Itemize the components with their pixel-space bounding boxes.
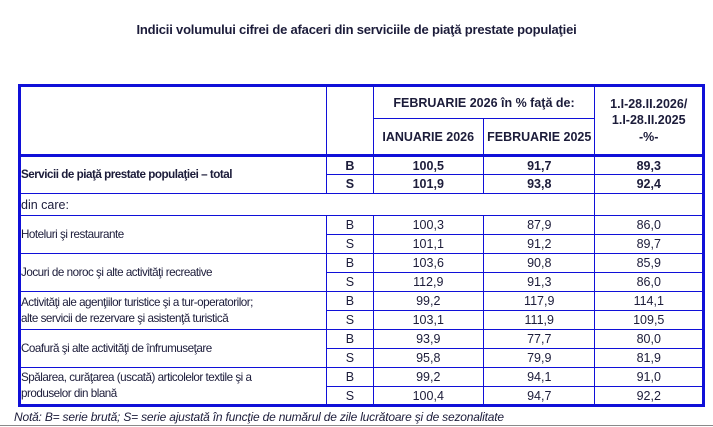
value-cell: 111,9 (482, 310, 596, 330)
indices-table: FEBRUARIE 2026 în % faţă de: 1.I-28.II.2… (18, 84, 705, 407)
value-cell: 79,9 (482, 348, 596, 368)
value-cell: 85,9 (594, 253, 704, 273)
value-cell: 92,2 (594, 386, 704, 406)
series-label: B (326, 155, 374, 175)
din-care-row: din care: (18, 193, 704, 216)
bottom-divider (0, 425, 713, 426)
value-cell: 101,1 (372, 234, 484, 254)
table-row-jocuri-b: Jocuri de noroc şi alte activităţi recre… (18, 253, 704, 292)
cumulative-header-line2: 1.I-28.II.2025 (611, 113, 686, 128)
series-label: B (326, 291, 374, 311)
value-cell: 91,0 (594, 367, 704, 387)
table-row-spalarea-b: Spălarea, curăţarea (uscată) articolelor… (18, 367, 704, 406)
category-name-hoteluri: Hoteluri şi restaurante (18, 215, 328, 254)
value-cell: 100,5 (372, 155, 484, 175)
value-cell: 91,3 (482, 272, 596, 292)
column-header-ianuarie: IANUARIE 2026 (372, 118, 484, 157)
category-name-total: Servicii de piaţă prestate populaţiei – … (18, 155, 328, 194)
series-label: B (326, 367, 374, 387)
value-cell: 77,7 (482, 329, 596, 349)
series-label: B (326, 329, 374, 349)
header-row-1: FEBRUARIE 2026 în % faţă de: 1.I-28.II.2… (18, 85, 704, 157)
value-cell: 87,9 (482, 215, 596, 235)
category-name-coafura: Coafură şi alte activităţi de înfrumuseţ… (18, 329, 328, 368)
table-row-coafura-b: Coafură şi alte activităţi de înfrumuseţ… (18, 329, 704, 368)
series-label: S (326, 272, 374, 292)
value-cell: 93,8 (482, 174, 596, 194)
cumulative-header-line3: -%- (639, 129, 659, 144)
value-cell: 103,1 (372, 310, 484, 330)
value-cell: 90,8 (482, 253, 596, 273)
value-cell: 94,1 (482, 367, 596, 387)
value-cell: 99,2 (372, 291, 484, 311)
table-row-hoteluri-b: Hoteluri şi restaurante B 100,3 87,9 86,… (18, 215, 704, 254)
value-cell: 86,0 (594, 215, 704, 235)
page-title: Indicii volumului cifrei de afaceri din … (136, 22, 577, 37)
table-row-total-b: Servicii de piaţă prestate populaţiei – … (18, 155, 704, 194)
value-cell: 112,9 (372, 272, 484, 292)
empty-cell (594, 193, 704, 216)
value-cell: 89,3 (594, 155, 704, 175)
din-care-label: din care: (18, 193, 596, 216)
empty-series-header-cell (326, 85, 374, 157)
value-cell: 100,3 (372, 215, 484, 235)
value-cell: 94,7 (482, 386, 596, 406)
value-cell: 117,9 (482, 291, 596, 311)
footnote: Notă: B= serie brută; S= serie ajustată … (14, 410, 504, 424)
value-cell: 109,5 (594, 310, 704, 330)
series-label: S (326, 234, 374, 254)
table-row-hoteluri-s: S 101,1 91,2 89,7 (20, 234, 704, 254)
table-row-spalarea-s: S 100,4 94,7 92,2 (20, 386, 704, 406)
value-cell: 93,9 (372, 329, 484, 349)
value-cell: 100,4 (372, 386, 484, 406)
value-cell: 114,1 (594, 291, 704, 311)
value-cell: 89,7 (594, 234, 704, 254)
series-label: S (326, 310, 374, 330)
table-row-turism-b: Activităţi ale agenţiilor turistice şi a… (18, 291, 704, 330)
category-name-spalarea: Spălarea, curăţarea (uscată) articolelor… (18, 367, 328, 406)
value-cell: 81,9 (594, 348, 704, 368)
group-header: FEBRUARIE 2026 în % faţă de: (372, 85, 596, 119)
value-cell: 92,4 (594, 174, 704, 194)
series-label: S (326, 348, 374, 368)
cumulative-column-header: 1.I-28.II.2026/ 1.I-28.II.2025 -%- (594, 85, 704, 157)
empty-category-header-cell (18, 85, 328, 157)
value-cell: 103,6 (372, 253, 484, 273)
value-cell: 86,0 (594, 272, 704, 292)
value-cell: 80,0 (594, 329, 704, 349)
value-cell: 101,9 (372, 174, 484, 194)
series-label: B (326, 253, 374, 273)
category-name-jocuri: Jocuri de noroc şi alte activităţi recre… (18, 253, 328, 292)
value-cell: 91,2 (482, 234, 596, 254)
column-header-februarie: FEBRUARIE 2025 (482, 118, 596, 157)
category-name-turism: Activităţi ale agenţiilor turistice şi a… (18, 291, 328, 330)
header-row-2: IANUARIE 2026 FEBRUARIE 2025 (20, 118, 704, 157)
cumulative-header-line1: 1.I-28.II.2026/ (610, 97, 688, 112)
value-cell: 91,7 (482, 155, 596, 175)
table-row-total-s: S 101,9 93,8 92,4 (20, 174, 704, 194)
series-label: S (326, 386, 374, 406)
value-cell: 95,8 (372, 348, 484, 368)
series-label: B (326, 215, 374, 235)
series-label: S (326, 174, 374, 194)
value-cell: 99,2 (372, 367, 484, 387)
